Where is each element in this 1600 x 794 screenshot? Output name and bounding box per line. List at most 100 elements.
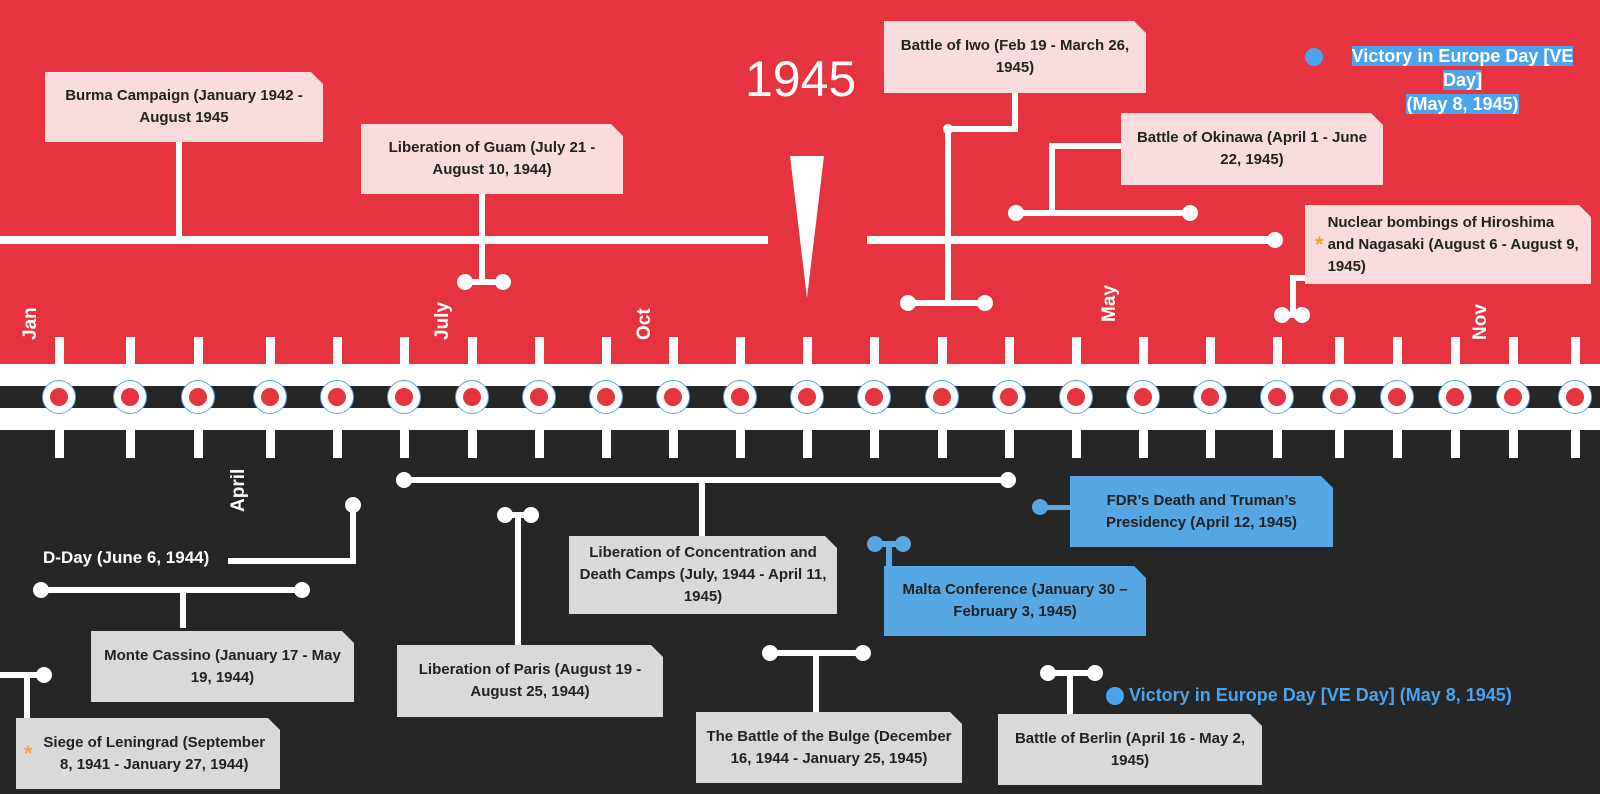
timeline-node [1438, 380, 1472, 414]
timeline-tick-bottom [266, 430, 275, 458]
month-label-jan: Jan [20, 307, 41, 340]
burma-connector [176, 142, 182, 236]
page-title: 1945 [745, 51, 857, 107]
event-dday: D-Day (June 6, 1944) [43, 548, 210, 567]
nuclear-dot-left [1274, 307, 1290, 323]
timeline-tick-top [400, 337, 409, 365]
timeline-tick-top [870, 337, 879, 365]
timeline-node-dot [189, 388, 207, 406]
timeline-tick-top [1139, 337, 1148, 365]
timeline-node [113, 380, 147, 414]
top-axis-right [867, 236, 1275, 244]
timeline-node-dot [664, 388, 682, 406]
timeline-node [1322, 380, 1356, 414]
timeline-tick-bottom [1139, 430, 1148, 458]
timeline-tick-top [55, 337, 64, 365]
fdr-connector [1040, 505, 1070, 510]
timeline-node-dot [50, 388, 68, 406]
bulge-dot-left [762, 645, 778, 661]
timeline-node [253, 380, 287, 414]
timeline-tick-top [126, 337, 135, 365]
cassino-bar [41, 587, 302, 593]
timeline-node-dot [1504, 388, 1522, 406]
timeline-tick-top [1273, 337, 1282, 365]
timeline-node-dot [798, 388, 816, 406]
timeline-node-dot [1067, 388, 1085, 406]
timeline-node-dot [328, 388, 346, 406]
month-label-april: April [228, 468, 249, 512]
timeline-tick-bottom [1571, 430, 1580, 458]
timeline-tick-bottom [1273, 430, 1282, 458]
ve-top-dot-icon [1305, 48, 1323, 66]
guam-bar [465, 279, 503, 285]
timeline-node-dot [463, 388, 481, 406]
timeline-node-dot [1388, 388, 1406, 406]
event-paris: Liberation of Paris (August 19 - August … [397, 645, 663, 717]
timeline-tick-top [333, 337, 342, 365]
timeline-node-dot [1201, 388, 1219, 406]
guam-dot-right [495, 274, 511, 290]
timeline-tick-bottom [400, 430, 409, 458]
timeline-node [1380, 380, 1414, 414]
paris-dot-right [523, 507, 539, 523]
timeline-tick-bottom [602, 430, 611, 458]
timeline-tick-top [1571, 337, 1580, 365]
timeline-node-dot [731, 388, 749, 406]
timeline-tick-bottom [1451, 430, 1460, 458]
bottom-axis-dot-right [1000, 472, 1016, 488]
iwo-connector-a [1012, 93, 1018, 131]
timeline-node-dot [1000, 388, 1018, 406]
timeline-node [1193, 380, 1227, 414]
timeline-node-dot [1446, 388, 1464, 406]
timeline-tick-bottom [1206, 430, 1215, 458]
paris-dot-left [497, 507, 513, 523]
event-nuclear: * Nuclear bombings of Hiroshima and Nagas… [1305, 205, 1591, 284]
ve-bottom-label: Victory in Europe Day [VE Day] (May 8, 1… [1129, 685, 1512, 705]
timeline-node [320, 380, 354, 414]
iwo-dot-right [977, 295, 993, 311]
event-burma: Burma Campaign (January 1942 - August 19… [45, 72, 323, 142]
timeline-tick-top [194, 337, 203, 365]
timeline-node-dot [1134, 388, 1152, 406]
timeline-tick-bottom [1072, 430, 1081, 458]
timeline-tick-top [1451, 337, 1460, 365]
event-camps: Liberation of Concentration and Death Ca… [569, 536, 837, 614]
nuclear-dot-right [1294, 307, 1310, 323]
timeline-tick-top [266, 337, 275, 365]
okinawa-connector-b [1049, 143, 1055, 213]
star-icon: * [24, 740, 33, 766]
top-axis-end-dot [1267, 232, 1283, 248]
event-bulge: The Battle of the Bulge (December 16, 19… [696, 712, 962, 783]
okinawa-dot-right [1182, 205, 1198, 221]
timeline-node-dot [530, 388, 548, 406]
timeline-tick-bottom [126, 430, 135, 458]
timeline-tick-top [535, 337, 544, 365]
leningrad-connector [24, 672, 30, 718]
event-fdr: FDR’s Death and Truman’s Presidency (Apr… [1070, 476, 1333, 547]
bulge-dot-right [855, 645, 871, 661]
timeline-node-dot [261, 388, 279, 406]
timeline-tick-bottom [194, 430, 203, 458]
cassino-connector [180, 593, 186, 628]
event-iwo: Battle of Iwo (Feb 19 - March 26, 1945) [884, 21, 1146, 93]
timeline-node-dot [865, 388, 883, 406]
iwo-dot-left [900, 295, 916, 311]
okinawa-connector-a [1049, 143, 1121, 149]
star-icon: * [1315, 231, 1324, 257]
timeline-tick-bottom [669, 430, 678, 458]
cassino-dot-right [294, 582, 310, 598]
timeline-node-dot [395, 388, 413, 406]
iwo-elbow-dot [943, 124, 953, 134]
timeline-tick-bottom [870, 430, 879, 458]
iwo-connector-b [945, 126, 1018, 132]
timeline-node [723, 380, 757, 414]
guam-connector [479, 194, 485, 282]
nuclear-connector-b [1290, 275, 1296, 315]
month-label-nov: Nov [1470, 304, 1491, 340]
malta-dot-left [867, 536, 883, 552]
timeline-tick-bottom [468, 430, 477, 458]
timeline-tick-top [803, 337, 812, 365]
timeline-tick-bottom [535, 430, 544, 458]
timeline-tick-top [1206, 337, 1215, 365]
month-label-may: May [1099, 285, 1120, 322]
